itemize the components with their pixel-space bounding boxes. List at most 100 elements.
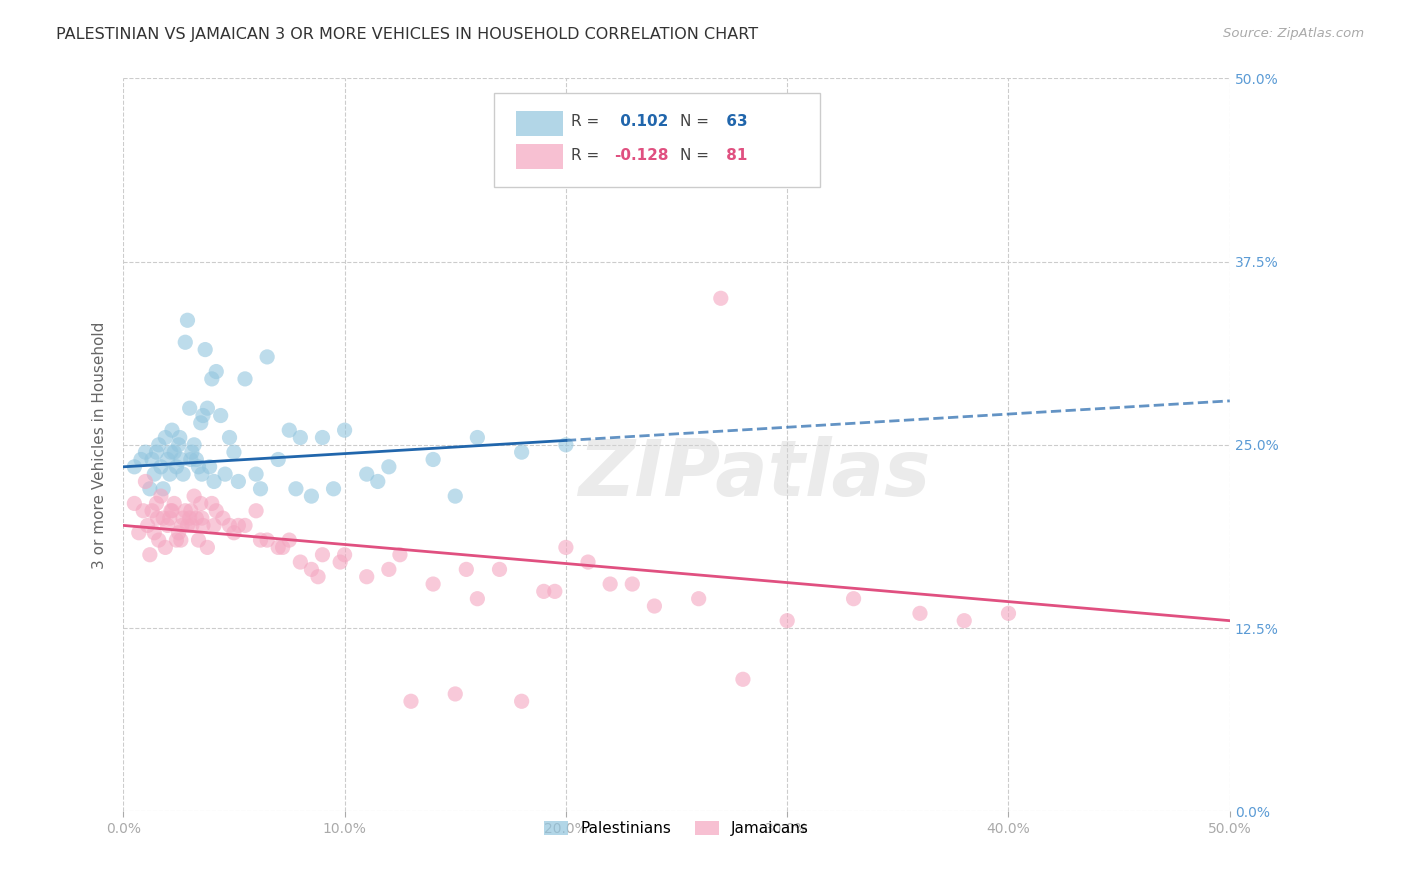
Point [155,541,177,555]
Point [174,335,197,350]
Point [249,533,271,547]
Point [132,504,155,518]
Point [267,452,290,467]
Point [209,409,232,423]
Point [278,533,301,547]
Point [190,416,212,430]
Point [422,452,444,467]
Point [356,467,378,482]
Point [256,533,278,547]
Point [228,475,250,489]
Point [141,452,163,467]
Point [278,423,301,437]
Point [134,445,156,459]
Point [179,401,201,416]
Text: 63: 63 [721,114,748,129]
Point [245,467,267,482]
Text: 0.102: 0.102 [614,114,668,129]
Point [197,541,219,555]
Point [180,445,202,459]
Point [167,525,190,540]
Point [145,445,167,459]
Point [146,511,169,525]
Point [367,475,389,489]
Point [444,489,467,503]
Point [190,496,212,510]
Point [271,541,294,555]
Point [124,496,146,510]
Point [186,511,208,525]
Point [159,467,181,482]
Point [378,562,401,576]
Point [156,518,179,533]
Y-axis label: 3 or more Vehicles in Household: 3 or more Vehicles in Household [93,321,107,568]
Point [187,459,209,474]
Point [183,438,205,452]
Point [249,482,271,496]
Point [311,548,333,562]
Point [731,673,754,687]
Point [128,525,150,540]
Point [160,504,183,518]
Point [186,452,208,467]
Point [191,467,214,482]
Point [194,343,217,357]
Point [256,350,278,364]
Point [333,548,356,562]
Point [212,511,235,525]
Point [776,614,799,628]
Point [191,409,214,423]
Point [245,504,267,518]
Point [174,504,197,518]
Point [290,430,312,444]
Point [180,504,202,518]
Point [388,548,411,562]
Text: Source: ZipAtlas.com: Source: ZipAtlas.com [1223,27,1364,40]
Point [554,438,576,452]
Text: 81: 81 [721,148,747,163]
Point [201,496,224,510]
Point [170,518,193,533]
Point [710,291,733,305]
Point [456,562,478,576]
Point [218,430,240,444]
Point [214,467,236,482]
Point [307,570,329,584]
Point [143,467,166,482]
Point [544,584,567,599]
Point [170,533,193,547]
Point [467,430,489,444]
Point [218,518,240,533]
Point [160,504,183,518]
Point [198,459,221,474]
Point [222,525,245,540]
Bar [516,111,562,136]
Point [333,423,356,437]
Point [311,430,333,444]
Point [222,445,245,459]
Point [156,452,179,467]
Legend: Palestinians, Jamaicans: Palestinians, Jamaicans [537,813,817,844]
Point [170,452,193,467]
Point [155,430,177,444]
Point [160,423,183,437]
Point [172,467,194,482]
Point [554,541,576,555]
Point [688,591,710,606]
Point [329,555,352,569]
Point [399,694,422,708]
Point [134,475,156,489]
Point [299,489,322,503]
Point [183,489,205,503]
Text: ZIPatlas: ZIPatlas [578,436,931,512]
Point [143,525,166,540]
Point [378,459,401,474]
Point [488,562,510,576]
Point [141,504,163,518]
Point [197,401,219,416]
Point [510,694,533,708]
Point [163,496,186,510]
Point [576,555,599,569]
Bar [516,145,562,169]
Point [233,372,256,386]
